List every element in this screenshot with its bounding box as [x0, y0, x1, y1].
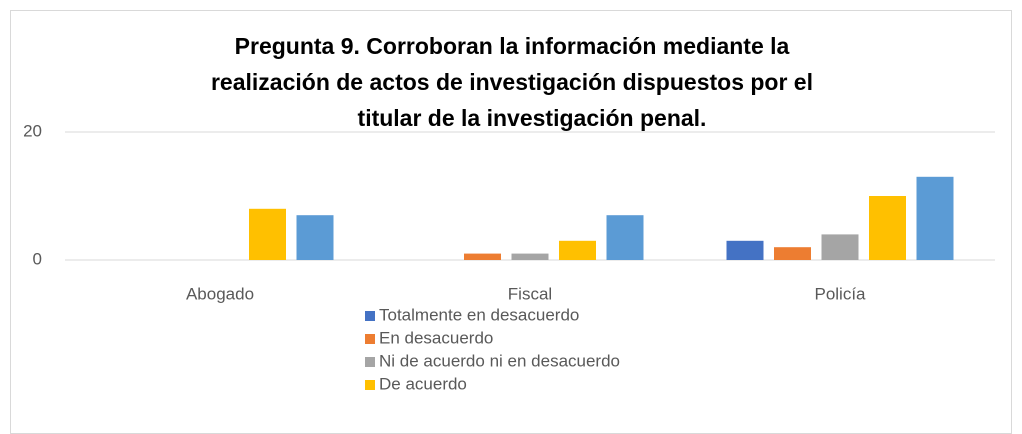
- bar: [296, 215, 334, 260]
- bar: [511, 253, 549, 260]
- legend-swatch: [365, 334, 375, 344]
- legend-swatch: [365, 311, 375, 321]
- chart-title: Pregunta 9. Corroboran la información me…: [235, 33, 790, 59]
- x-tick-label: Abogado: [186, 284, 254, 303]
- bar: [559, 240, 596, 260]
- bar: [606, 215, 644, 260]
- legend-swatch: [365, 380, 375, 390]
- chart-border: [10, 10, 1012, 434]
- bar: [249, 208, 286, 260]
- chart-title: titular de la investigación penal.: [358, 105, 707, 131]
- legend-label: En desacuerdo: [379, 328, 493, 347]
- bar: [726, 240, 764, 260]
- x-tick-label: Policía: [814, 284, 866, 303]
- legend-label: Totalmente en desacuerdo: [379, 305, 579, 324]
- y-tick-label: 20: [23, 121, 42, 140]
- bar: [464, 253, 501, 260]
- legend-label: De acuerdo: [379, 374, 467, 393]
- y-tick-label: 0: [33, 249, 42, 268]
- x-tick-label: Fiscal: [508, 284, 552, 303]
- chart-title: realización de actos de investigación di…: [211, 69, 813, 95]
- bar: [869, 196, 906, 260]
- legend-label: Ni de acuerdo ni en desacuerdo: [379, 351, 620, 370]
- bar: [821, 234, 859, 260]
- bar: [774, 247, 811, 260]
- legend-swatch: [365, 357, 375, 367]
- bar: [916, 176, 954, 260]
